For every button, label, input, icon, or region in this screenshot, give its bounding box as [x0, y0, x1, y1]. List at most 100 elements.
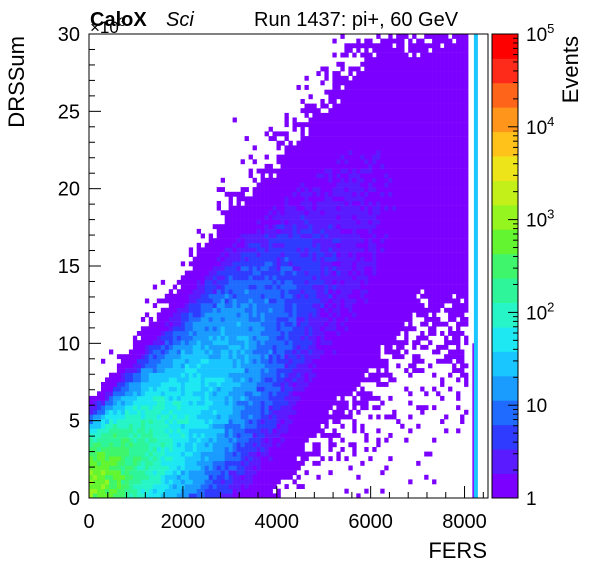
heatmap-cell: [344, 112, 349, 118]
heatmap-cell: [372, 247, 377, 253]
heatmap-cell: [412, 140, 417, 146]
heatmap-cell: [376, 112, 381, 118]
heatmap-cell: [256, 419, 261, 424]
heatmap-cell: [268, 382, 273, 387]
heatmap-cell: [160, 298, 166, 304]
heatmap-cell: [184, 289, 190, 295]
heatmap-cell: [380, 303, 385, 308]
heatmap-cell: [216, 284, 221, 290]
heatmap-cell: [420, 331, 425, 336]
heatmap-cell: [216, 470, 221, 476]
heatmap-cell: [276, 349, 281, 355]
heatmap-cell: [348, 303, 353, 308]
heatmap-cell: [400, 298, 405, 304]
heatmap-cell: [216, 465, 221, 471]
heatmap-cell: [268, 270, 273, 276]
heatmap-cell: [280, 344, 285, 350]
heatmap-cell: [344, 168, 349, 174]
heatmap-cell: [204, 368, 209, 373]
heatmap-cell: [404, 201, 409, 206]
heatmap-cell: [192, 419, 197, 424]
heatmap-cell: [340, 140, 345, 146]
heatmap-cell: [416, 247, 421, 253]
heatmap-cell: [224, 414, 229, 420]
heatmap-cell: [136, 484, 142, 489]
heatmap-cell: [416, 61, 421, 67]
heatmap-cell: [112, 414, 118, 420]
heatmap-cell: [204, 400, 209, 406]
heatmap-cell: [296, 317, 301, 322]
heatmap-cell: [120, 358, 126, 364]
heatmap-cell: [204, 340, 209, 346]
heatmap-cell: [188, 317, 194, 322]
heatmap-cell: [236, 479, 241, 485]
heatmap-cell: [284, 354, 289, 360]
heatmap-cell: [408, 201, 413, 206]
heatmap-cell: [220, 465, 225, 471]
heatmap-cell: [356, 191, 361, 197]
heatmap-cell: [208, 460, 213, 466]
heatmap-cell: [252, 451, 257, 457]
heatmap-cell: [380, 372, 385, 378]
heatmap-cell: [164, 465, 170, 471]
heatmap-cell: [216, 344, 221, 350]
heatmap-cell: [248, 303, 253, 308]
heatmap-cell: [392, 126, 397, 132]
heatmap-cell: [308, 94, 313, 100]
heatmap-cell: [116, 465, 122, 471]
heatmap-cell: [184, 456, 190, 462]
heatmap-cell: [356, 340, 361, 346]
heatmap-cell: [384, 112, 389, 118]
heatmap-cell: [368, 219, 373, 225]
heatmap-cell: [176, 433, 182, 438]
heatmap-cell: [364, 80, 369, 86]
heatmap-cell: [112, 493, 118, 499]
heatmap-cell: [348, 89, 353, 95]
heatmap-cell: [308, 173, 313, 179]
heatmap-cell: [97, 456, 102, 462]
heatmap-cell: [364, 168, 369, 174]
heatmap-cell: [248, 354, 253, 360]
heatmap-cell: [112, 488, 118, 494]
heatmap-cell: [109, 433, 114, 438]
heatmap-cell: [312, 400, 317, 406]
heatmap-cell: [308, 372, 313, 378]
heatmap-cell: [208, 335, 213, 341]
heatmap-cell: [272, 340, 277, 346]
heatmap-cell: [228, 321, 233, 327]
heatmap-cell: [184, 400, 190, 406]
heatmap-cell: [184, 395, 190, 401]
heatmap-cell: [376, 94, 381, 100]
heatmap-cell: [124, 409, 130, 415]
heatmap-cell: [208, 326, 213, 332]
heatmap-cell: [224, 252, 229, 257]
heatmap-cell: [196, 303, 201, 308]
heatmap-cell: [109, 419, 114, 424]
heatmap-cell: [200, 493, 205, 499]
heatmap-cell: [105, 414, 110, 420]
heatmap-cell: [320, 428, 325, 434]
heatmap-cell: [336, 377, 341, 383]
heatmap-cell: [276, 210, 281, 216]
heatmap-cell: [252, 368, 257, 373]
heatmap-cell: [192, 358, 197, 364]
heatmap-cell: [176, 465, 182, 471]
heatmap-cell: [272, 187, 277, 192]
heatmap-cell: [336, 317, 341, 322]
heatmap-cell: [368, 150, 373, 155]
heatmap-cell: [264, 252, 269, 257]
heatmap-cell: [232, 465, 237, 471]
heatmap-cell: [332, 94, 337, 100]
heatmap-cell: [400, 303, 405, 308]
heatmap-cell: [296, 159, 301, 165]
heatmap-cell: [160, 474, 166, 480]
heatmap-cell: [144, 479, 150, 485]
heatmap-cell: [216, 474, 221, 480]
heatmap-cell: [368, 331, 373, 336]
heatmap-cell: [404, 210, 409, 216]
heatmap-cell: [136, 488, 142, 494]
heatmap-cell: [248, 321, 253, 327]
heatmap-cell: [280, 409, 285, 415]
heatmap-cell: [200, 382, 205, 387]
heatmap-cell: [248, 493, 253, 499]
